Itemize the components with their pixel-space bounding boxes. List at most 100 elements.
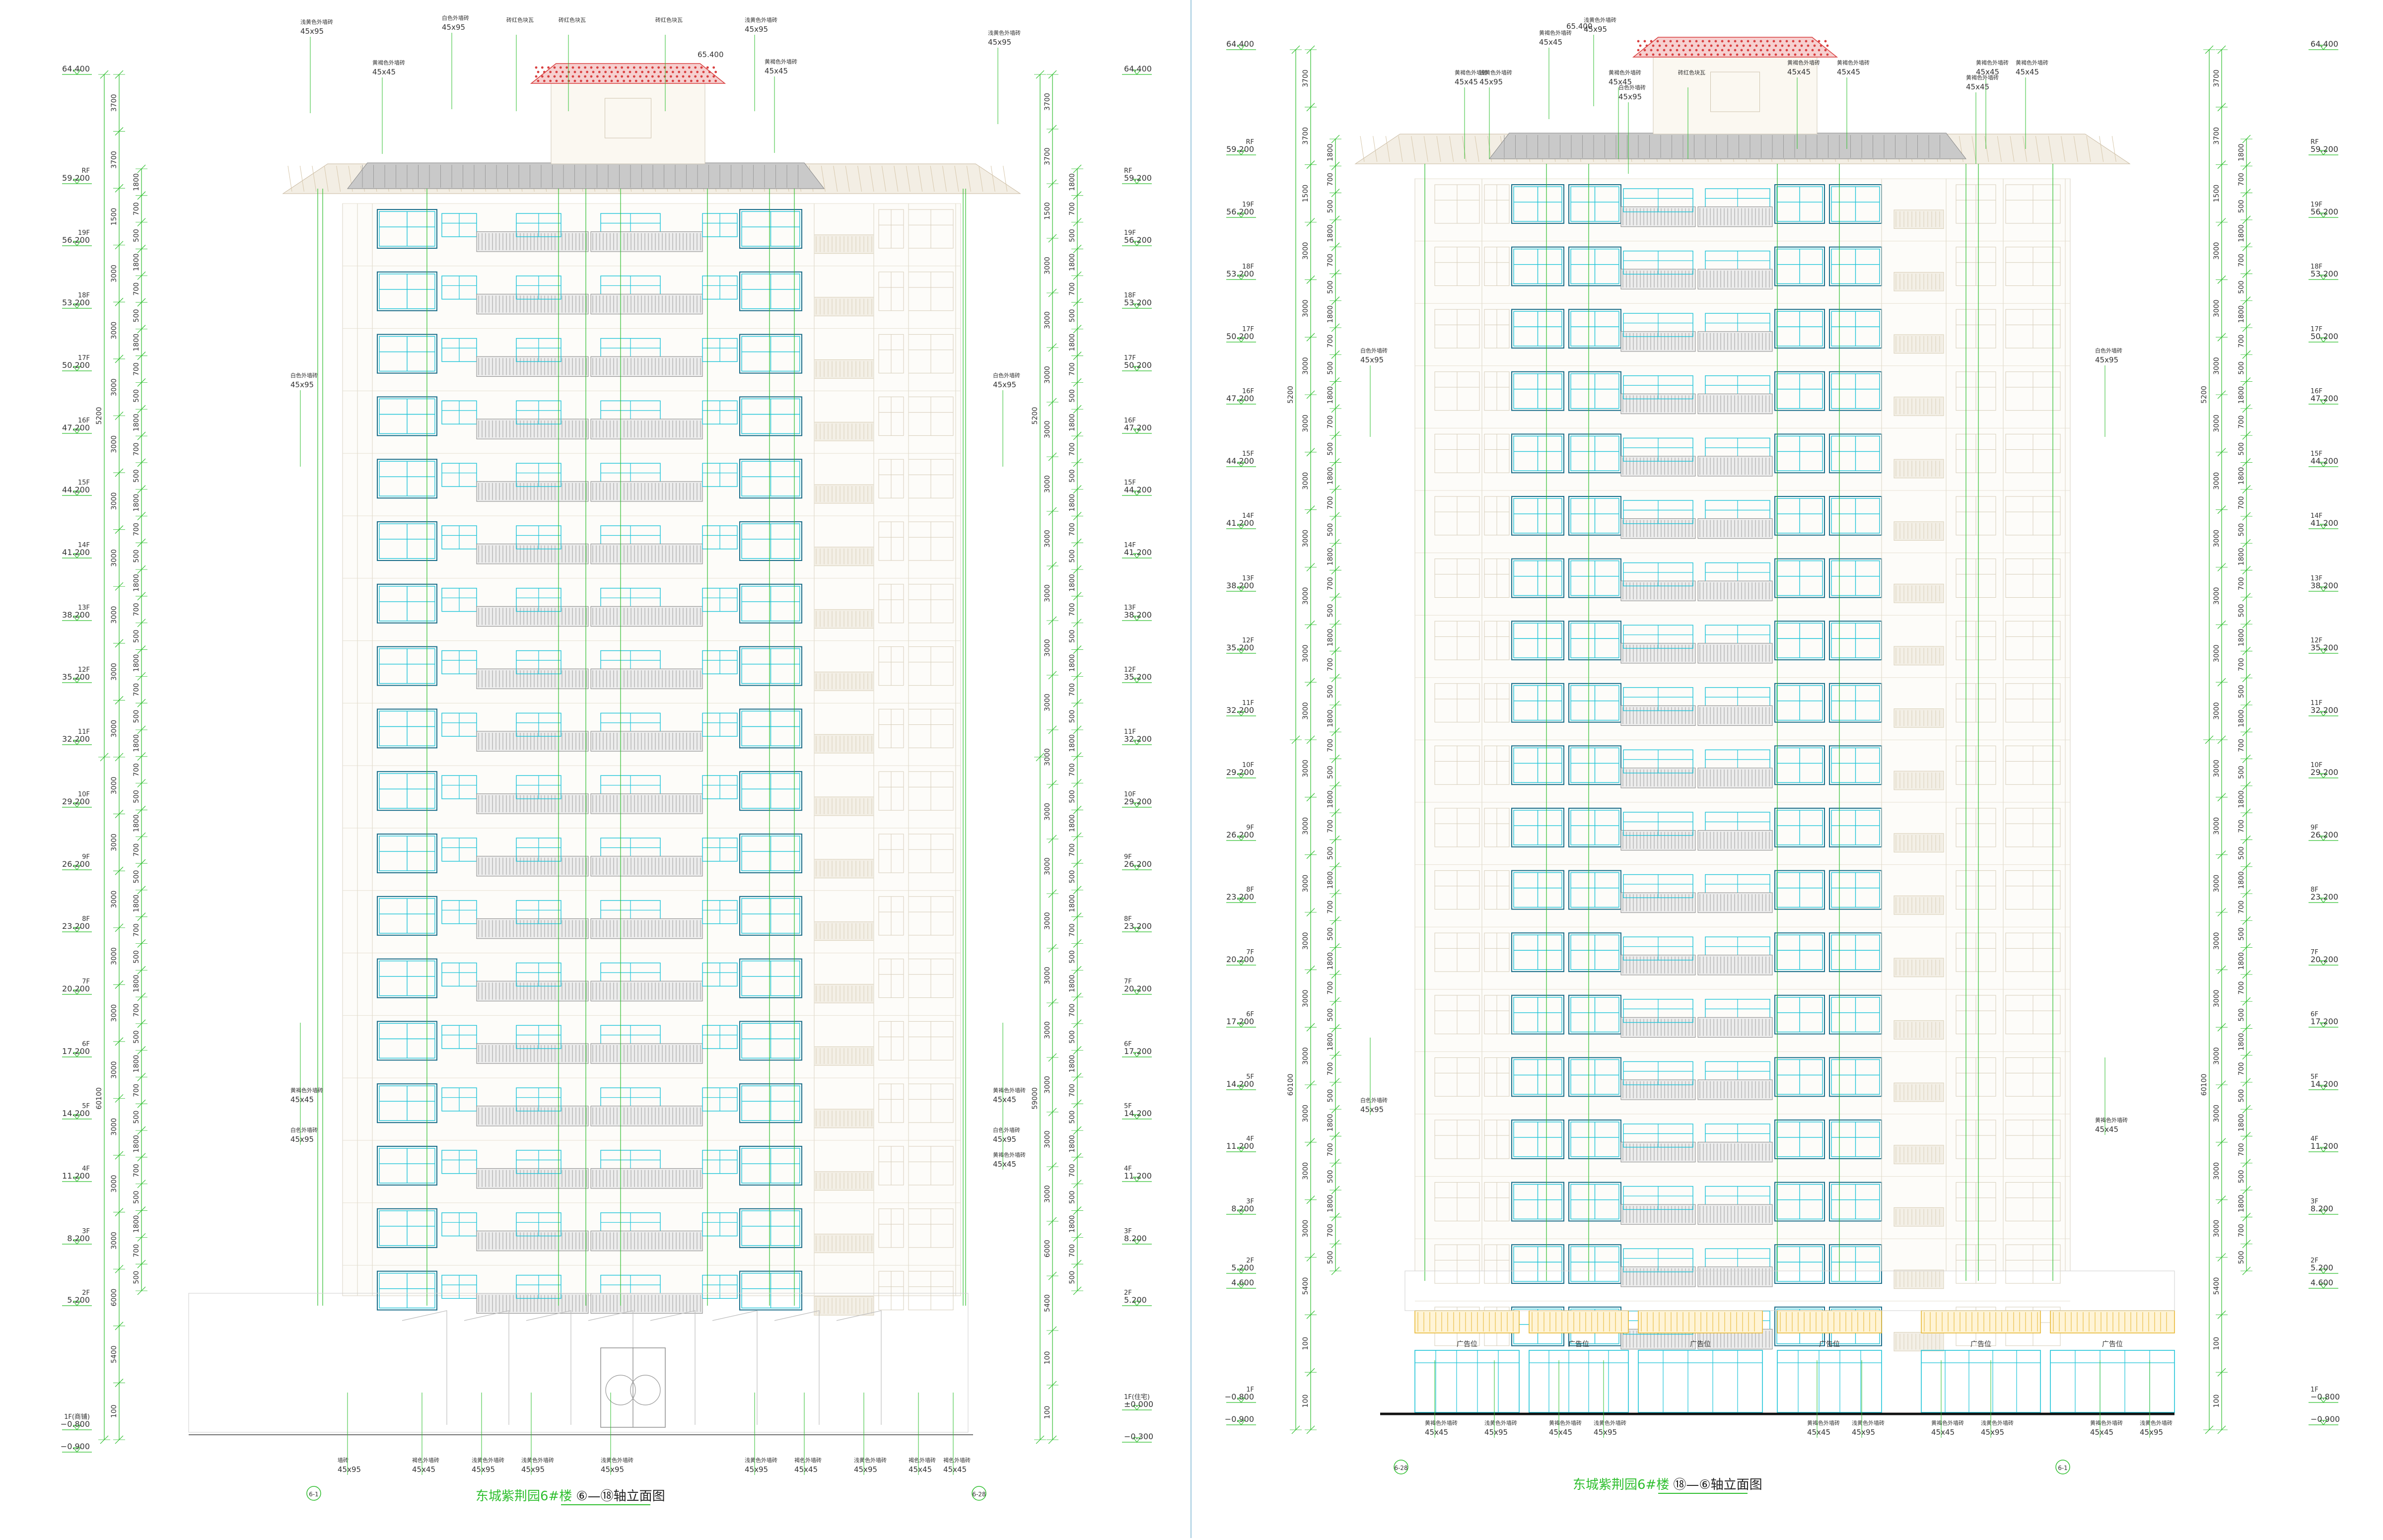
- left-callout-material: 浅黄色外墙砖: [472, 1457, 504, 1464]
- right-side-rail: [1894, 1145, 1944, 1164]
- left-sheet-left-elev-label: 44.200: [62, 485, 90, 494]
- left-dim-inner-value: 1800: [133, 334, 140, 351]
- left-sheet-right-elev-label: ±0.000: [1124, 1400, 1153, 1409]
- right-roof-tile: [1665, 45, 1668, 47]
- right-roof-tile: [1766, 40, 1769, 43]
- left-dim-outer-value: 3000: [110, 720, 118, 738]
- left-shop-awning: [526, 1311, 571, 1425]
- right-roof-tile: [1704, 54, 1706, 56]
- right-roof-tile: [1741, 49, 1743, 52]
- left-dim-outer-value: 3000: [110, 1118, 118, 1136]
- right-roof-tile: [1708, 49, 1711, 52]
- left-roof-tile: [541, 67, 544, 69]
- left-roof-tile: [672, 71, 674, 73]
- left-roof-tile: [554, 75, 556, 78]
- right-roof-tile: [1814, 45, 1816, 47]
- right-roof-tile: [1736, 45, 1739, 47]
- left-shop-awning: [650, 1311, 695, 1425]
- right-roof-tile: [1768, 45, 1771, 47]
- left-callout-size: 45x45: [909, 1465, 932, 1474]
- right-roof-tile: [1799, 40, 1801, 43]
- left-r-dim-outer-value: 3000: [1044, 257, 1051, 275]
- left-r-dim-outer-value: 3000: [1044, 1130, 1051, 1148]
- right-roof-tile: [1775, 54, 1777, 56]
- right-roof-tile: [1710, 45, 1713, 47]
- left-callout-size: 45x45: [412, 1465, 435, 1474]
- left-dim-inner-value: 500: [133, 1190, 140, 1204]
- right-balcony-rail: [1698, 394, 1772, 414]
- left-r-dim-outer-value: 1500: [1044, 202, 1051, 220]
- right-roof-tile: [1812, 40, 1814, 43]
- right-roof-tile: [1695, 49, 1698, 52]
- left-roof-tile: [712, 67, 715, 69]
- left-callout-material: 白色外墙砖: [993, 1126, 1020, 1133]
- left-balcony-rail: [477, 544, 588, 564]
- left-r-dim-inner-value: 700: [1068, 362, 1076, 376]
- left-building: [283, 64, 1020, 1315]
- left-roof-tile: [629, 71, 631, 73]
- right-roof-tile: [1689, 49, 1691, 52]
- left-callout-size: 45x95: [988, 38, 1011, 47]
- right-roof-tile: [1663, 49, 1666, 52]
- left-shop-awning: [402, 1311, 447, 1425]
- left-shop-awning: [464, 1311, 509, 1425]
- left-dim-outer-value: 3000: [110, 1175, 118, 1193]
- left-callout: 砖红色块瓦: [655, 16, 683, 23]
- left-dim-outer-value: 3000: [110, 606, 118, 624]
- right-roof-tile: [1779, 49, 1782, 52]
- left-dim-inner-value: 1800: [133, 815, 140, 833]
- right-roof-tile: [1657, 40, 1659, 43]
- left-r-dim-outer-value: 5400: [1044, 1294, 1051, 1312]
- left-dim-inner-value: 1800: [133, 654, 140, 672]
- left-dim-inner-value: 500: [133, 469, 140, 483]
- right-roof-tile: [1792, 49, 1795, 52]
- left-roof-tile: [659, 80, 662, 82]
- left-roof-tile: [590, 75, 593, 78]
- left-callout-material: 砖红色块瓦: [655, 16, 683, 23]
- left-roof-tile: [615, 67, 617, 69]
- right-roof-tile: [1788, 54, 1790, 56]
- left-roof-tile: [701, 75, 703, 78]
- right-roof-tile: [1794, 54, 1797, 56]
- left-r-dim-inner-value: 500: [1068, 550, 1076, 563]
- right-roof-tile: [1717, 45, 1719, 47]
- left-r-dim-inner-value: 700: [1068, 1004, 1076, 1017]
- left-roof-tile: [621, 75, 623, 78]
- left-r-dim-inner-value: 1800: [1068, 1055, 1076, 1073]
- left-balcony-rail: [477, 1293, 588, 1313]
- right-roof-tile: [1650, 40, 1653, 43]
- left-callout-material: 浅黄色外墙砖: [745, 1457, 777, 1464]
- left-roof-tile: [584, 75, 586, 78]
- left-sheet-left-elev-label: 20.200: [62, 984, 90, 993]
- left-sheet-left-elev-label: 64.400: [62, 64, 90, 73]
- left-dim-inner-value: 500: [133, 1030, 140, 1044]
- left-balcony-rail: [591, 1169, 702, 1189]
- left-sheet-left-elev-label: 17.200: [62, 1047, 90, 1056]
- left-roof-tile: [547, 75, 550, 78]
- left-callout-size: 45x95: [601, 1465, 624, 1474]
- right-shop-sign: [1415, 1311, 1519, 1333]
- left-roof-tile: [706, 67, 709, 69]
- right-roof-tile: [1676, 40, 1679, 43]
- left-dim-inner-value: 1800: [133, 173, 140, 191]
- right-side-rail: [1894, 272, 1944, 291]
- left-roof-tile: [639, 67, 641, 69]
- left-r-dim-outer-value: 3000: [1044, 912, 1051, 930]
- right-roof-tile: [1691, 54, 1693, 56]
- left-axis-marker-label: 6-1: [309, 1491, 319, 1498]
- left-sheet-left-elev-label: 14.200: [62, 1109, 90, 1118]
- left-dim-inner-value: 1800: [133, 254, 140, 272]
- left-roof-tile: [666, 80, 668, 82]
- left-r-dim-inner-value: 700: [1068, 603, 1076, 616]
- left-roof-tile: [565, 67, 568, 69]
- left-balcony-rail: [591, 606, 702, 626]
- left-roof-tile: [696, 71, 699, 73]
